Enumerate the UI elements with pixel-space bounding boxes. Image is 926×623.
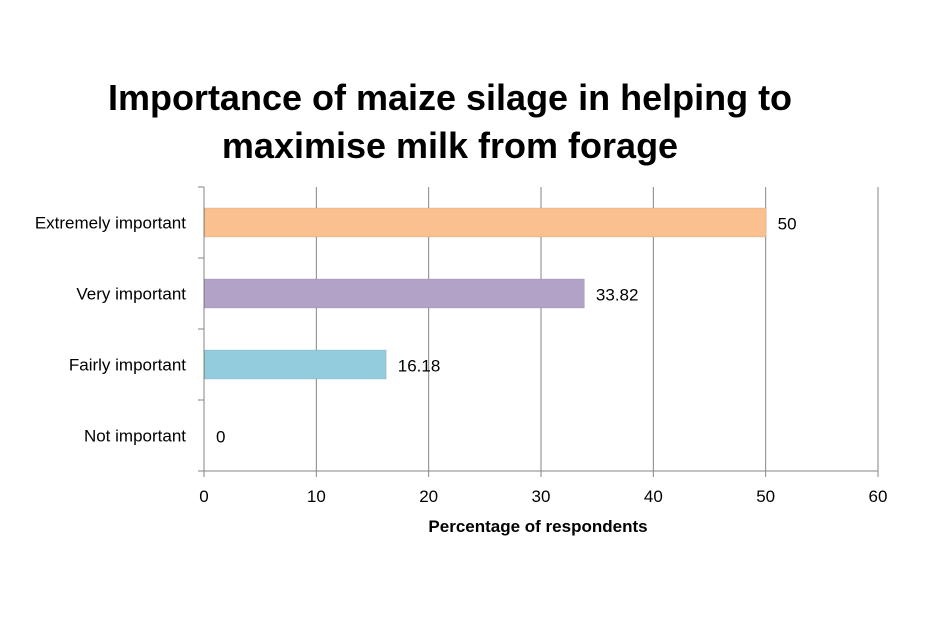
x-tick-label: 40 [644,487,663,506]
category-label: Fairly important [69,356,186,375]
chart-title: Importance of maize silage in helping to… [0,74,900,170]
bar [204,278,585,309]
data-label: 16.18 [398,357,441,376]
x-tick-label: 20 [419,487,438,506]
x-tick-label: 10 [307,487,326,506]
x-tick-label: 30 [532,487,551,506]
bars [204,207,767,380]
chart-title-line-1: Importance of maize silage in helping to [107,77,793,118]
x-tick-label: 60 [869,487,888,506]
data-label: 50 [778,215,797,234]
category-label: Extremely important [35,214,186,233]
chart-title-line-2: maximise milk from forage [221,125,679,166]
x-tick-label: 50 [756,487,775,506]
axes [198,186,879,477]
x-tick-label: 0 [199,487,208,506]
category-label: Not important [84,427,186,446]
labels: 0 10 20 30 40 50 60 Extremely important 50 Very i… [35,214,888,507]
bar [204,349,387,380]
category-label: Very important [76,285,186,304]
data-label: 33.82 [596,286,639,305]
x-axis-title: Percentage of respondents [428,517,647,536]
data-label: 0 [216,428,225,447]
bar [204,207,767,238]
